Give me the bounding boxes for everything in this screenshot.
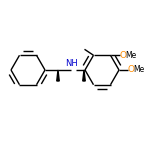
Text: Me: Me [125,51,136,60]
Text: Me: Me [133,66,145,74]
Polygon shape [57,70,59,81]
Polygon shape [83,70,85,81]
Text: NH: NH [65,59,77,69]
Text: O: O [119,51,126,60]
Text: O: O [128,66,135,74]
